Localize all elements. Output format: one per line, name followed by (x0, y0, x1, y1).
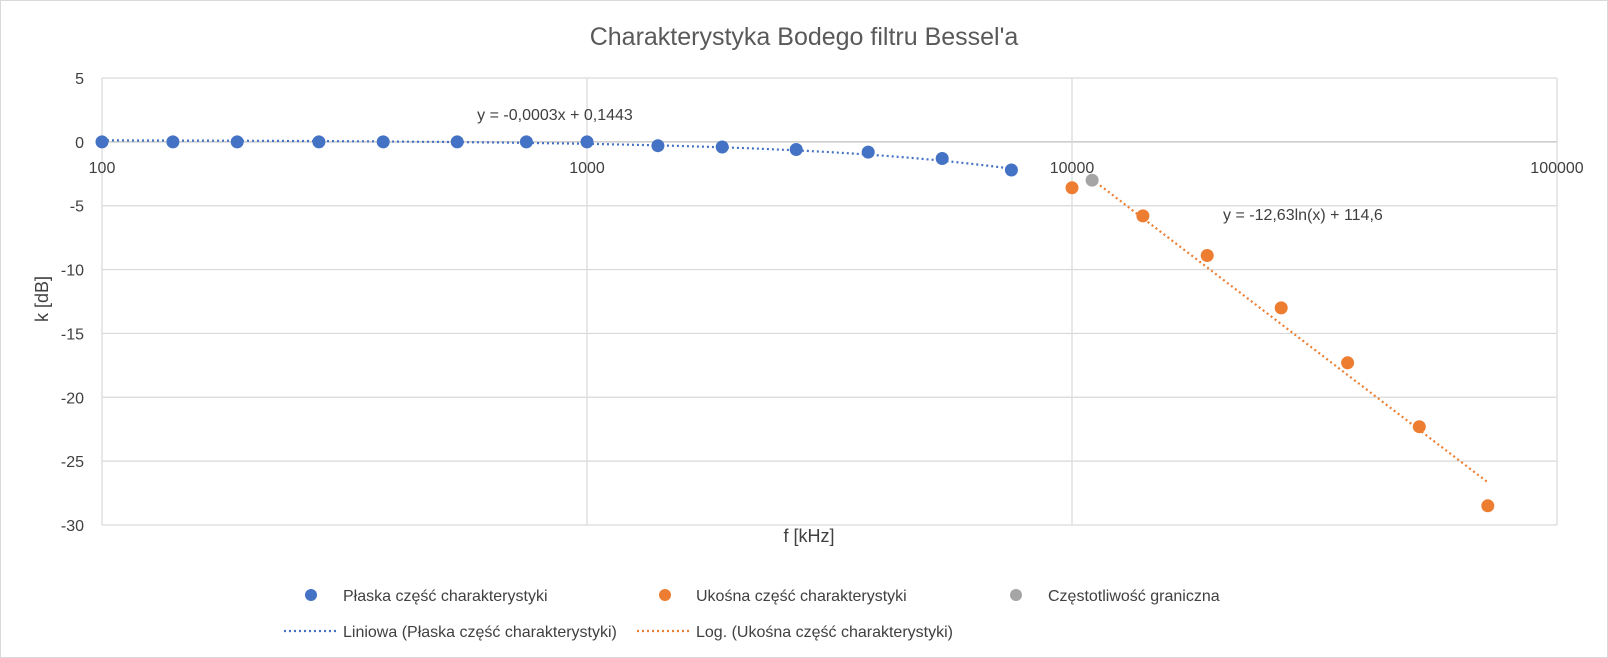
y-tick-label: -20 (61, 390, 84, 407)
grid (101, 77, 1558, 526)
legend-item-log-trend[interactable]: Log. (Ukośna część charakterystyki) (637, 624, 953, 641)
linear-trendline (102, 139, 1012, 170)
slope-point (1481, 499, 1495, 513)
linear-trendline-equation: y = -0,0003x + 0,1443 (477, 107, 633, 124)
x-tick-label: 100000 (1530, 160, 1583, 177)
flat-point (1004, 163, 1018, 177)
legend-item-linear-trend[interactable]: Liniowa (Płaska część charakterystyki) (284, 624, 617, 641)
legend-label-linear-trend: Liniowa (Płaska część charakterystyki) (343, 624, 617, 641)
legend-marker-slope (659, 589, 671, 601)
cutoff-point (1085, 173, 1099, 187)
x-axis-label: f [kHz] (783, 526, 834, 546)
y-tick-label: -10 (61, 263, 84, 280)
flat-point (861, 145, 875, 159)
y-tick-label: 0 (75, 135, 84, 152)
legend-label-slope: Ukośna część charakterystyki (696, 588, 907, 605)
slope-point (1412, 420, 1426, 434)
tick-labels: 5 0 -5 -10 -15 -20 -25 -30 100 1000 10000 100000 (61, 71, 1584, 535)
slope-point (1136, 209, 1150, 223)
flat-point (519, 135, 533, 149)
flat-point (580, 135, 594, 149)
x-tick-label: 1000 (569, 160, 605, 177)
log-trendline-equation: y = -12,63ln(x) + 114,6 (1223, 207, 1383, 224)
x-tick-label: 100 (89, 160, 116, 177)
flat-point (312, 135, 326, 149)
legend-item-flat[interactable]: Płaska część charakterystyki (305, 588, 548, 605)
y-tick-label: -15 (61, 326, 84, 343)
y-axis-label: k [dB] (32, 276, 52, 322)
x-tick-label: 10000 (1050, 160, 1095, 177)
legend: Płaska część charakterystyki Ukośna częś… (284, 588, 1220, 641)
flat-point (166, 135, 180, 149)
legend-item-slope[interactable]: Ukośna część charakterystyki (659, 588, 907, 605)
y-tick-label: -5 (70, 199, 84, 216)
flat-point (789, 143, 803, 156)
legend-marker-flat (305, 589, 317, 601)
flat-point (376, 135, 390, 149)
slope-point (1200, 249, 1214, 262)
chart-title: Charakterystyka Bodego filtru Bessel'a (590, 23, 1019, 51)
flat-point (230, 135, 244, 149)
legend-marker-cutoff (1010, 589, 1022, 601)
slope-point (1274, 301, 1288, 315)
flat-point (450, 135, 464, 149)
legend-label-flat: Płaska część charakterystyki (343, 588, 548, 605)
flat-point (95, 135, 109, 149)
legend-item-cutoff[interactable]: Częstotliwość graniczna (1010, 588, 1220, 605)
flat-point (935, 152, 949, 165)
legend-label-log-trend: Log. (Ukośna część charakterystyki) (696, 624, 953, 641)
y-tick-label: -25 (61, 454, 84, 471)
legend-label-cutoff: Częstotliwość graniczna (1048, 588, 1220, 605)
flat-point (651, 139, 665, 153)
y-tick-label: -30 (61, 518, 84, 535)
log-trendline (1091, 178, 1489, 484)
flat-point (715, 140, 729, 154)
data-points (95, 135, 1495, 513)
y-tick-label: 5 (75, 71, 84, 88)
slope-point (1065, 181, 1079, 195)
slope-point (1341, 356, 1355, 370)
